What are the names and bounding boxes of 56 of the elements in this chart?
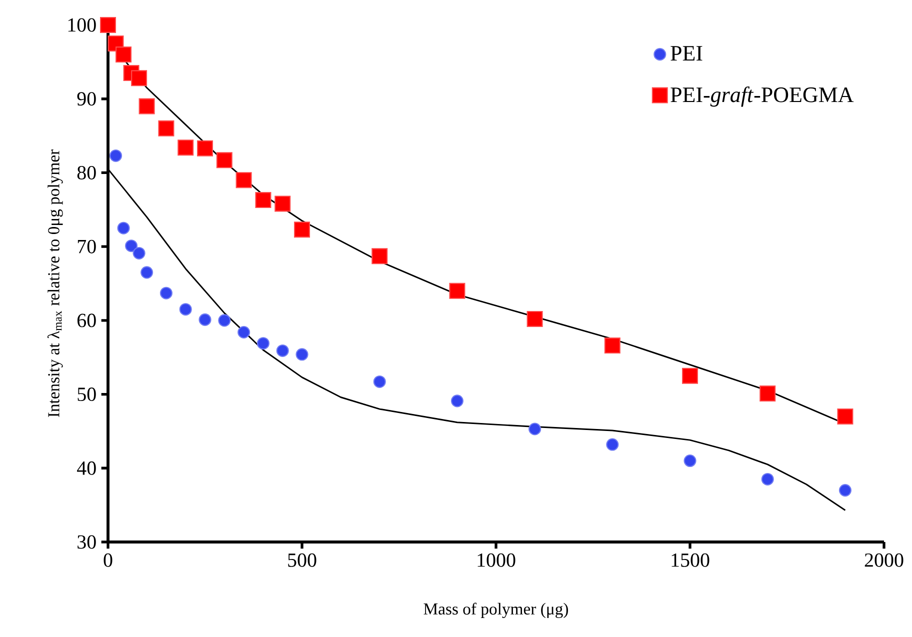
- point: [198, 313, 212, 326]
- y-tick-label: 80: [77, 166, 96, 180]
- point: [274, 196, 291, 212]
- x-tick-label: 0: [104, 553, 112, 567]
- point: [218, 314, 231, 327]
- y-axis-title: Intensity at λ$_{max}$ relative to 0μg polymer: [47, 150, 63, 418]
- point: [140, 266, 154, 279]
- point: [179, 303, 192, 316]
- y-tick-label: 100: [68, 18, 96, 32]
- point: [294, 222, 310, 238]
- point: [604, 338, 620, 354]
- point: [125, 240, 138, 252]
- point: [837, 408, 854, 424]
- point: [197, 140, 214, 156]
- point: [255, 192, 272, 208]
- point: [373, 375, 386, 388]
- x-tick-label: 500: [288, 553, 316, 567]
- x-axis-title: Mass of polymer (μg): [424, 602, 568, 618]
- point: [450, 394, 464, 408]
- point: [178, 140, 194, 156]
- point: [238, 326, 250, 339]
- point: [372, 248, 388, 264]
- point: [682, 368, 698, 384]
- x-tick-label: 2000: [864, 553, 904, 567]
- point: [100, 17, 116, 34]
- legend-label: PEI-graft-POEGMA: [670, 86, 854, 107]
- point: [606, 438, 619, 451]
- point: [116, 46, 132, 63]
- point: [449, 282, 466, 299]
- point: [132, 246, 146, 260]
- point: [158, 120, 174, 136]
- point: [528, 422, 542, 436]
- y-tick-label: 50: [78, 388, 96, 402]
- y-tick-label: 90: [77, 92, 96, 106]
- point: [256, 337, 270, 350]
- point: [160, 286, 172, 300]
- point: [761, 472, 774, 486]
- y-tick-label: 70: [78, 240, 96, 254]
- y-tick-label: 30: [78, 535, 96, 549]
- point: [526, 310, 543, 327]
- point: [131, 70, 148, 86]
- point: [236, 172, 252, 188]
- point: [276, 344, 289, 357]
- point: [117, 222, 130, 234]
- point: [760, 386, 776, 402]
- point: [296, 348, 308, 361]
- point: [138, 98, 155, 114]
- point: [109, 149, 122, 162]
- legend-label: PEI: [670, 46, 702, 61]
- point: [216, 152, 232, 168]
- point: [838, 484, 852, 497]
- x-tick-label: 1500: [672, 553, 710, 567]
- y-tick-label: 40: [77, 461, 96, 475]
- point: [684, 454, 696, 468]
- y-tick-label: 60: [77, 314, 96, 328]
- x-tick-label: 1000: [478, 553, 516, 567]
